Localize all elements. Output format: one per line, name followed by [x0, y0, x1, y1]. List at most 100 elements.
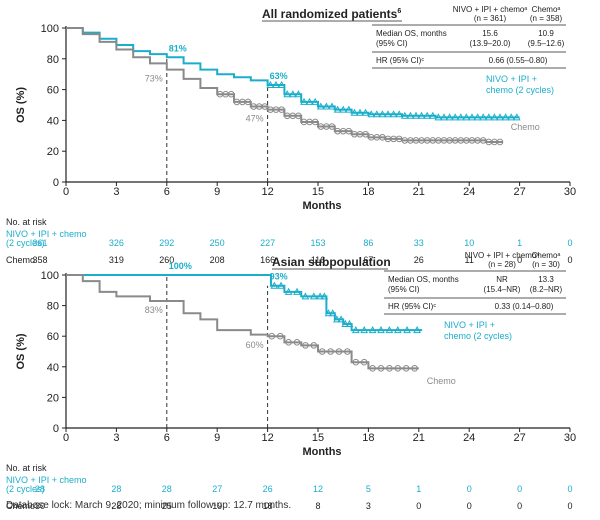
x-tick-label: 6 [164, 432, 170, 444]
risk-row-label: Chemo [6, 255, 35, 265]
risk-value: 67 [363, 255, 373, 265]
censor-mark [428, 111, 437, 119]
y-tick-label: 0 [53, 423, 59, 435]
x-tick-label: 27 [513, 186, 525, 198]
table-value: 15.6 [482, 29, 498, 38]
risk-value: 33 [414, 238, 424, 248]
summary-table: NIVO + IPI + chemoᵃ Chemoᵃ (n = 361) (n = 3… [372, 5, 566, 69]
x-tick-label: 21 [413, 432, 425, 444]
x-tick-label: 21 [413, 186, 425, 198]
censor-mark [320, 292, 329, 300]
table-col-chemo: Chemoᵃ [532, 5, 562, 14]
risk-value: 0 [567, 255, 572, 265]
risk-value: 0 [567, 238, 572, 248]
x-tick-label: 18 [362, 186, 374, 198]
risk-row-label: Chemo [6, 501, 35, 511]
risk-row-label: (2 cycles) [6, 238, 45, 248]
risk-value: 26 [263, 484, 273, 494]
censor-mark [277, 80, 286, 88]
risk-value: 25 [162, 501, 172, 511]
y-tick-label: 20 [47, 392, 59, 404]
censor-mark [288, 90, 297, 98]
y-tick-label: 40 [47, 115, 59, 127]
censor-mark [344, 105, 353, 113]
censor-mark [316, 102, 325, 110]
y-tick-label: 60 [47, 331, 59, 343]
censor-mark [276, 332, 284, 340]
risk-value: 30 [35, 501, 45, 511]
censor-mark [496, 138, 504, 146]
table-value: 10.9 [538, 29, 554, 38]
y-tick-label: 80 [47, 301, 59, 313]
legend-nivo: NIVO + IPI + [486, 74, 537, 84]
table-value: (8.2–NR) [530, 285, 563, 294]
x-tick-label: 12 [261, 432, 273, 444]
table-value: (15.4–NR) [484, 285, 521, 294]
landmark-label: 73% [145, 74, 163, 84]
x-tick-label: 3 [113, 186, 119, 198]
censor-mark [402, 365, 410, 372]
censor-mark [490, 113, 499, 121]
censor-mark [361, 108, 370, 116]
table-value: NR [496, 275, 508, 284]
censor-mark [301, 292, 310, 300]
y-axis-label: OS (%) [15, 87, 27, 123]
censor-mark [403, 326, 411, 334]
censor-mark [377, 326, 385, 334]
censor-mark [345, 319, 354, 327]
censor-mark [456, 113, 465, 121]
risk-value: 0 [467, 484, 472, 494]
censor-mark [285, 339, 292, 346]
y-tick-label: 80 [47, 54, 59, 66]
risk-value: 166 [260, 255, 275, 265]
censor-mark [294, 90, 303, 98]
risk-value: 11 [465, 255, 474, 265]
table-n-nivo: (n = 361) [474, 14, 507, 23]
censor-mark [440, 113, 448, 121]
censor-mark [344, 348, 351, 355]
censor-mark [369, 365, 376, 372]
risk-value: 8 [315, 501, 320, 511]
censor-mark [261, 103, 269, 110]
censor-mark [367, 110, 376, 118]
risk-value: 260 [159, 255, 174, 265]
series-line-nivo [66, 274, 423, 332]
y-tick-label: 100 [41, 23, 59, 35]
censor-mark [328, 309, 337, 317]
risk-value: 0 [416, 501, 421, 511]
table-hr-value: 0.66 (0.55–0.80) [489, 56, 548, 65]
censor-mark [272, 80, 280, 88]
risk-value: 12 [313, 484, 323, 494]
censor-mark [333, 315, 341, 323]
risk-value: 19 [212, 501, 222, 511]
risk-value: 227 [260, 238, 275, 248]
censor-mark [362, 130, 369, 138]
risk-value: 28 [35, 484, 45, 494]
censor-mark [406, 111, 415, 119]
table-value: 13.3 [538, 275, 554, 284]
censor-mark [337, 315, 345, 323]
censor-mark [293, 287, 301, 295]
risk-value: 0 [517, 501, 522, 511]
censor-mark [468, 113, 476, 121]
censor-mark [377, 365, 385, 372]
censor-mark [423, 111, 432, 119]
title-superscript: 6 [397, 8, 401, 15]
censor-markers-nivo [266, 80, 521, 121]
censor-mark [311, 118, 319, 126]
censor-mark [277, 281, 285, 289]
censor-mark [479, 113, 488, 121]
table-row-label: (95% CI) [388, 285, 420, 294]
risk-value: 5 [366, 484, 371, 494]
censor-mark [284, 287, 293, 295]
risk-value: 1 [517, 238, 522, 248]
censor-mark [395, 110, 404, 118]
censor-mark [413, 326, 421, 334]
censor-markers-chemo [216, 90, 504, 146]
risk-value: 3 [366, 501, 371, 511]
censor-mark [386, 365, 393, 372]
y-tick-label: 100 [41, 270, 59, 282]
censor-mark [496, 113, 504, 121]
